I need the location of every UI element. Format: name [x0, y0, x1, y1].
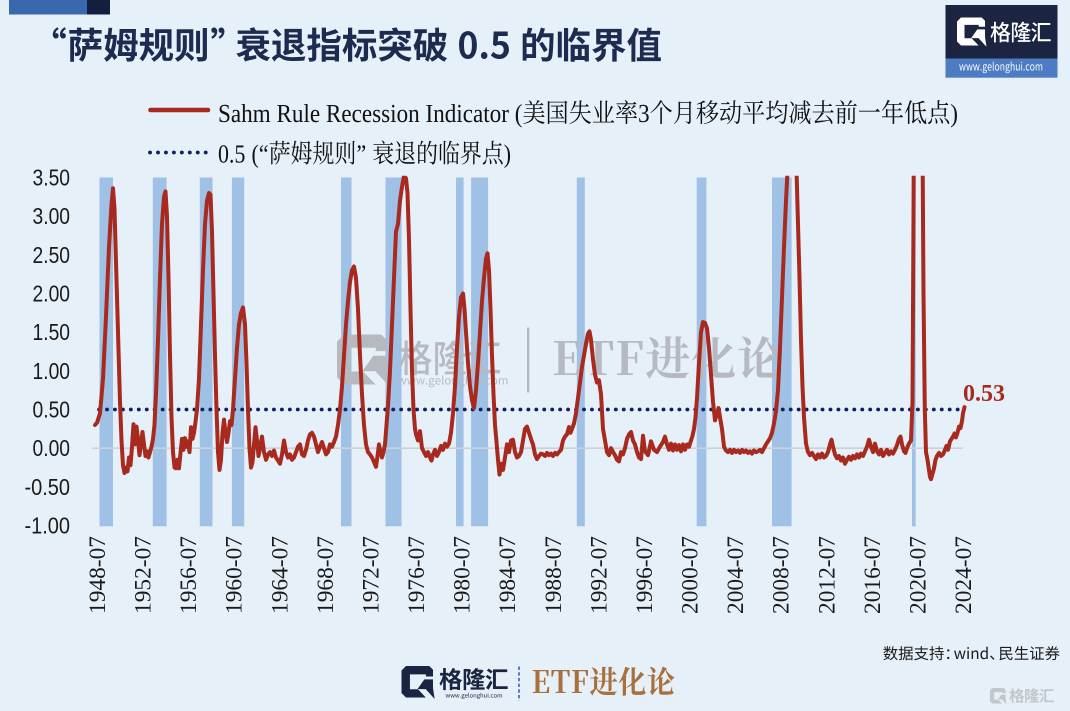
svg-text:-0.50: -0.50 — [25, 474, 71, 500]
svg-text:2.00: 2.00 — [33, 281, 71, 307]
svg-text:2020-07: 2020-07 — [905, 536, 931, 614]
svg-text:2016-07: 2016-07 — [860, 536, 886, 614]
svg-text:1984-07: 1984-07 — [495, 536, 521, 614]
svg-text:0.53: 0.53 — [963, 381, 1005, 407]
svg-text:1980-07: 1980-07 — [450, 536, 476, 614]
svg-text:2012-07: 2012-07 — [814, 536, 840, 614]
svg-text:3.50: 3.50 — [33, 165, 71, 191]
svg-text:1976-07: 1976-07 — [404, 536, 430, 614]
svg-text:1992-07: 1992-07 — [586, 536, 612, 614]
svg-text:2000-07: 2000-07 — [678, 536, 704, 614]
svg-text:1968-07: 1968-07 — [313, 536, 339, 614]
svg-text:-1.00: -1.00 — [25, 513, 71, 539]
svg-text:1996-07: 1996-07 — [632, 536, 658, 614]
svg-text:2004-07: 2004-07 — [723, 536, 749, 614]
svg-text:2.50: 2.50 — [33, 242, 71, 268]
svg-text:1972-07: 1972-07 — [359, 536, 385, 614]
svg-text:2024-07: 2024-07 — [951, 536, 977, 614]
svg-text:1960-07: 1960-07 — [222, 536, 248, 614]
svg-text:3.00: 3.00 — [33, 203, 71, 229]
svg-text:2008-07: 2008-07 — [769, 536, 795, 614]
svg-text:1.00: 1.00 — [33, 358, 71, 384]
svg-text:1988-07: 1988-07 — [541, 536, 567, 614]
svg-text:1948-07: 1948-07 — [85, 536, 111, 614]
svg-text:0.00: 0.00 — [33, 435, 71, 461]
svg-text:1956-07: 1956-07 — [176, 536, 202, 614]
svg-text:1964-07: 1964-07 — [267, 536, 293, 614]
svg-text:0.50: 0.50 — [33, 397, 71, 423]
svg-text:1952-07: 1952-07 — [131, 536, 157, 614]
svg-text:1.50: 1.50 — [33, 319, 71, 345]
